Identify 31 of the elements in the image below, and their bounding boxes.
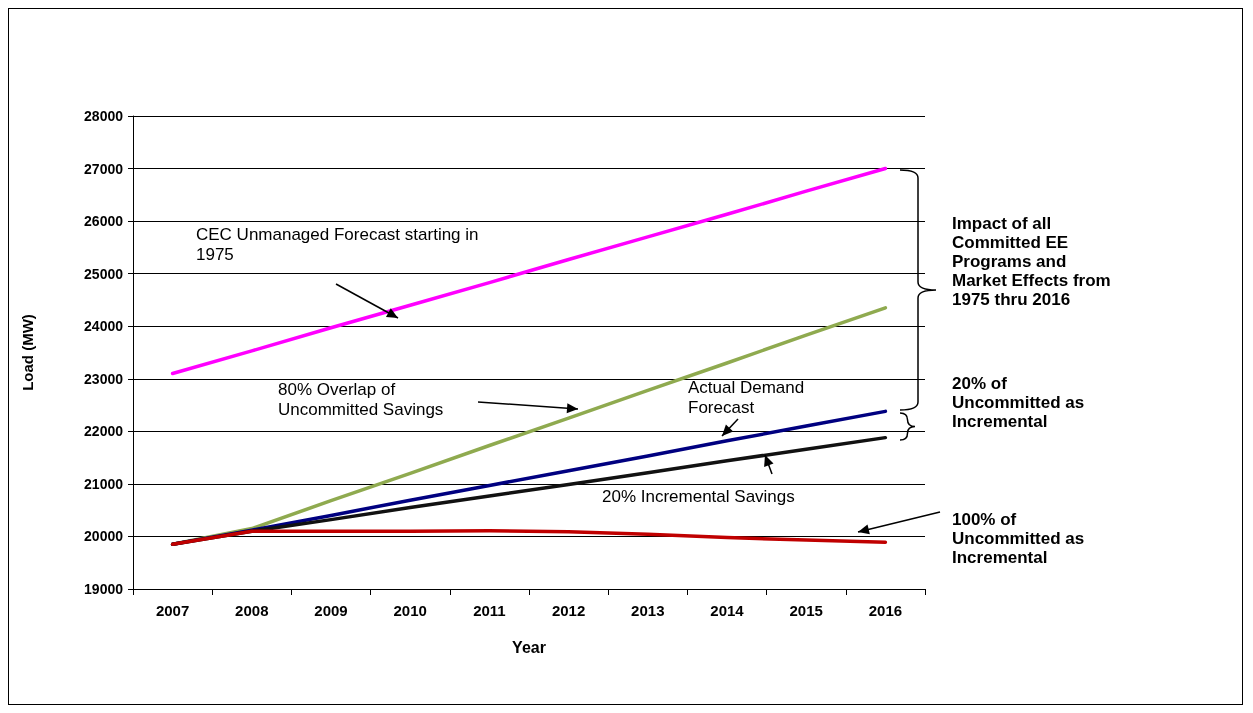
annotation: 20% Incremental Savings xyxy=(602,487,796,507)
annotation: Actual Demand Forecast xyxy=(688,378,806,418)
line-series xyxy=(170,166,888,376)
annotation: CEC Unmanaged Forecast starting in 1975 xyxy=(196,225,480,265)
x-axis-title: Year xyxy=(512,638,546,656)
y-tick-label: 21000 xyxy=(84,475,124,492)
y-tick-label: 22000 xyxy=(84,423,124,440)
x-tick-label: 2011 xyxy=(473,602,506,619)
text: Impact of all Committed EE Programs and Market Effects from 1975 thru 2016 xyxy=(952,214,1112,309)
text: 100% of Uncommitted as Incremental xyxy=(952,510,1086,567)
x-tick-label: 2007 xyxy=(155,602,190,619)
y-tick-label: 20000 xyxy=(84,528,124,545)
x-tick-label: 2016 xyxy=(868,602,903,619)
y-tick-label: 27000 xyxy=(84,160,124,177)
x-tick-label: 2012 xyxy=(551,602,586,619)
y-tick-label: 25000 xyxy=(84,265,124,282)
y-tick-label: 23000 xyxy=(84,370,124,387)
text: 20% of Uncommitted as Incremental xyxy=(952,374,1086,431)
x-tick-label: 2013 xyxy=(631,602,665,619)
x-tick-label: 2008 xyxy=(235,602,269,619)
x-tick-label: 2015 xyxy=(789,602,823,619)
x-tick-label: 2009 xyxy=(314,602,348,619)
x-tick-label: 2010 xyxy=(393,602,427,619)
y-axis-title: Load (MW) xyxy=(19,314,36,391)
line-series xyxy=(170,528,888,547)
y-tick-label: 24000 xyxy=(84,318,124,335)
annotation: 80% Overlap of Uncommitted Savings xyxy=(278,380,445,420)
y-tick-label: 28000 xyxy=(84,108,124,124)
y-tick-label: 26000 xyxy=(84,213,124,230)
x-tick-label: 2014 xyxy=(710,602,745,619)
y-tick-label: 19000 xyxy=(84,581,124,597)
